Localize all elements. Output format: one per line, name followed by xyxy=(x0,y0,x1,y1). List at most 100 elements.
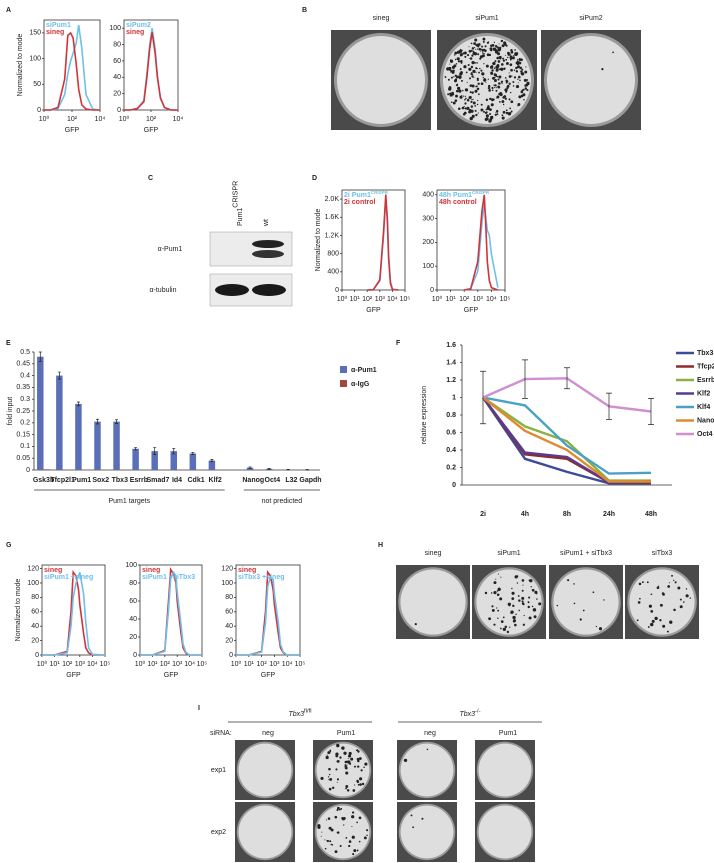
column-label: neg xyxy=(424,730,436,737)
x-tick-label: Gsk3b xyxy=(33,477,54,484)
colony xyxy=(336,760,340,763)
x-tick-label: 10⁰ xyxy=(337,295,348,303)
colony xyxy=(464,95,466,97)
legend-sup: CRISPR xyxy=(371,190,389,195)
colony xyxy=(598,627,603,631)
colony xyxy=(503,41,507,45)
colony xyxy=(495,75,498,78)
colony xyxy=(327,751,331,755)
colony xyxy=(328,767,331,771)
y-tick-label: 0.4 xyxy=(446,447,456,454)
colony xyxy=(480,108,484,112)
x-tick-label: 10⁵ xyxy=(100,661,111,668)
panel-letter: B xyxy=(302,7,307,14)
x-tick-label: Pum1 xyxy=(72,477,91,484)
colony xyxy=(470,42,473,45)
colony xyxy=(603,599,605,601)
colony xyxy=(328,826,332,830)
series-line xyxy=(482,396,652,475)
colony xyxy=(469,91,472,94)
colony xyxy=(464,55,467,58)
colony xyxy=(517,65,520,69)
colony xyxy=(518,599,521,602)
legend-name: siPum1 +sineg xyxy=(44,574,93,581)
colony xyxy=(677,586,681,590)
colony xyxy=(410,814,413,817)
colony xyxy=(523,603,525,606)
blot xyxy=(209,231,293,267)
colony xyxy=(458,75,462,79)
colony xyxy=(499,93,503,97)
colony xyxy=(353,849,357,853)
colony xyxy=(480,69,483,72)
y-axis-label: Normalized to mode xyxy=(17,34,24,97)
colony xyxy=(403,758,408,762)
colony xyxy=(501,114,504,117)
colony xyxy=(514,56,516,58)
x-tick-label: 10⁰ xyxy=(135,660,146,668)
colony xyxy=(502,616,505,619)
colony xyxy=(488,53,492,57)
y-axis-label: fold input xyxy=(7,397,14,425)
colony xyxy=(460,61,463,64)
x-tick-label: Smad7 xyxy=(146,477,169,484)
colony xyxy=(447,78,450,81)
plate-surface xyxy=(316,743,370,797)
colony xyxy=(412,826,415,829)
colony xyxy=(679,605,683,609)
x-tick-label: Id4 xyxy=(172,477,182,484)
colony xyxy=(508,98,511,101)
colony xyxy=(485,64,489,68)
x-tick-label: 10¹ xyxy=(50,661,61,668)
legend-entry: sineg xyxy=(142,567,160,574)
colony xyxy=(474,62,477,64)
x-tick-label: 10⁰ xyxy=(39,115,50,123)
plate-surface xyxy=(478,743,532,797)
colony xyxy=(446,67,450,71)
colony xyxy=(356,821,358,824)
colony xyxy=(492,76,495,80)
colony xyxy=(483,52,485,55)
y-tick-label: 60 xyxy=(31,609,39,616)
x-tick-label: 10⁵ xyxy=(500,296,511,303)
colony xyxy=(494,113,497,116)
colony xyxy=(331,844,334,846)
colony xyxy=(497,78,500,81)
colony xyxy=(497,60,501,63)
colony xyxy=(479,50,481,52)
colony xyxy=(479,57,482,60)
colony xyxy=(496,46,499,49)
colony xyxy=(471,91,474,94)
colony xyxy=(518,95,522,99)
colony xyxy=(512,55,515,57)
colony xyxy=(505,90,508,93)
genotype-label-main: Tbx3 xyxy=(459,711,475,718)
colony xyxy=(505,109,508,112)
y-tick-label: 400 xyxy=(422,192,434,199)
colony xyxy=(359,783,362,786)
y-tick-label: 0 xyxy=(35,652,39,659)
x-tick-label: 24h xyxy=(603,511,615,518)
legend-label: Klf2 xyxy=(697,390,710,397)
y-tick-label: 20 xyxy=(113,90,121,97)
colony xyxy=(506,85,509,88)
colony xyxy=(517,102,521,106)
y-tick-label: 0 xyxy=(229,652,233,659)
colony xyxy=(327,776,330,778)
colony xyxy=(358,816,362,820)
colony xyxy=(494,60,497,63)
colony xyxy=(341,746,345,750)
colony xyxy=(485,108,488,111)
legend-label: Tbx3 xyxy=(697,350,713,357)
error-bar xyxy=(95,418,99,425)
colony xyxy=(518,609,521,612)
colony xyxy=(478,47,482,51)
y-tick-label: 2.0K xyxy=(325,196,340,203)
x-tick-label: 10⁴ xyxy=(282,661,293,668)
colony xyxy=(475,113,478,117)
colony xyxy=(513,76,517,79)
colony xyxy=(495,109,499,113)
colony xyxy=(457,107,461,111)
colony xyxy=(501,82,503,85)
colony xyxy=(477,112,479,114)
